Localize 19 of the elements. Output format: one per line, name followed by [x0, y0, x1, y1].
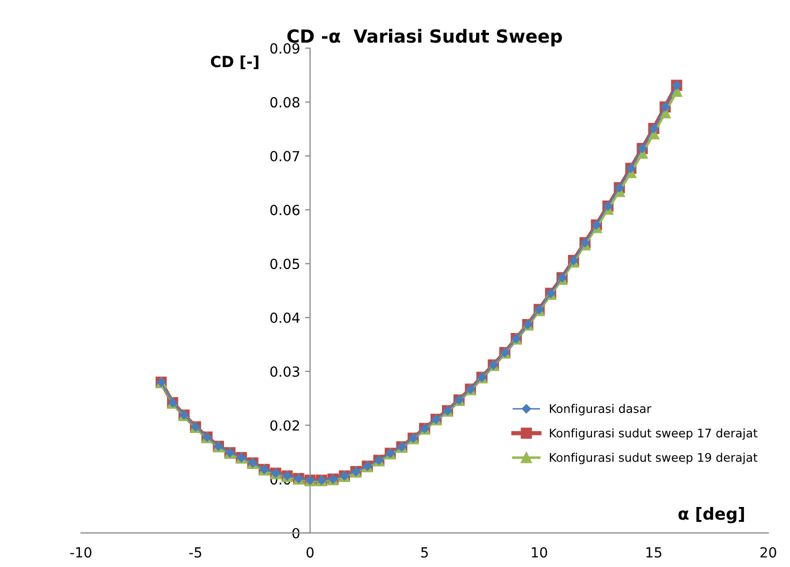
x-tick-label: 10 [532, 547, 548, 558]
x-axis-title: α [deg] [678, 507, 744, 524]
legend-label: Konfigurasi dasar [550, 404, 652, 416]
x-tick-label: 20 [760, 547, 776, 558]
x-tick-label: -10 [70, 547, 92, 558]
y-tick-label: 0.06 [270, 204, 300, 216]
legend-label: Konfigurasi sudut sweep 19 derajat [550, 452, 758, 464]
y-tick-label: 0.04 [270, 312, 300, 323]
x-tick-label: 15 [646, 547, 662, 558]
legend-label: Konfigurasi sudut sweep 17 derajat [550, 428, 758, 440]
y-tick-label: 0.03 [270, 366, 300, 377]
y-tick-label: 0.08 [270, 97, 300, 108]
y-tick-label: 0.07 [270, 150, 300, 162]
y-axis-title: CD [-] [210, 55, 258, 70]
x-tick-label: 5 [421, 547, 428, 558]
x-tick-label: 0 [306, 547, 314, 558]
x-tick-label: -5 [189, 547, 202, 558]
y-tick-label: 0.02 [270, 420, 299, 431]
y-tick-label: 0.05 [270, 258, 300, 270]
